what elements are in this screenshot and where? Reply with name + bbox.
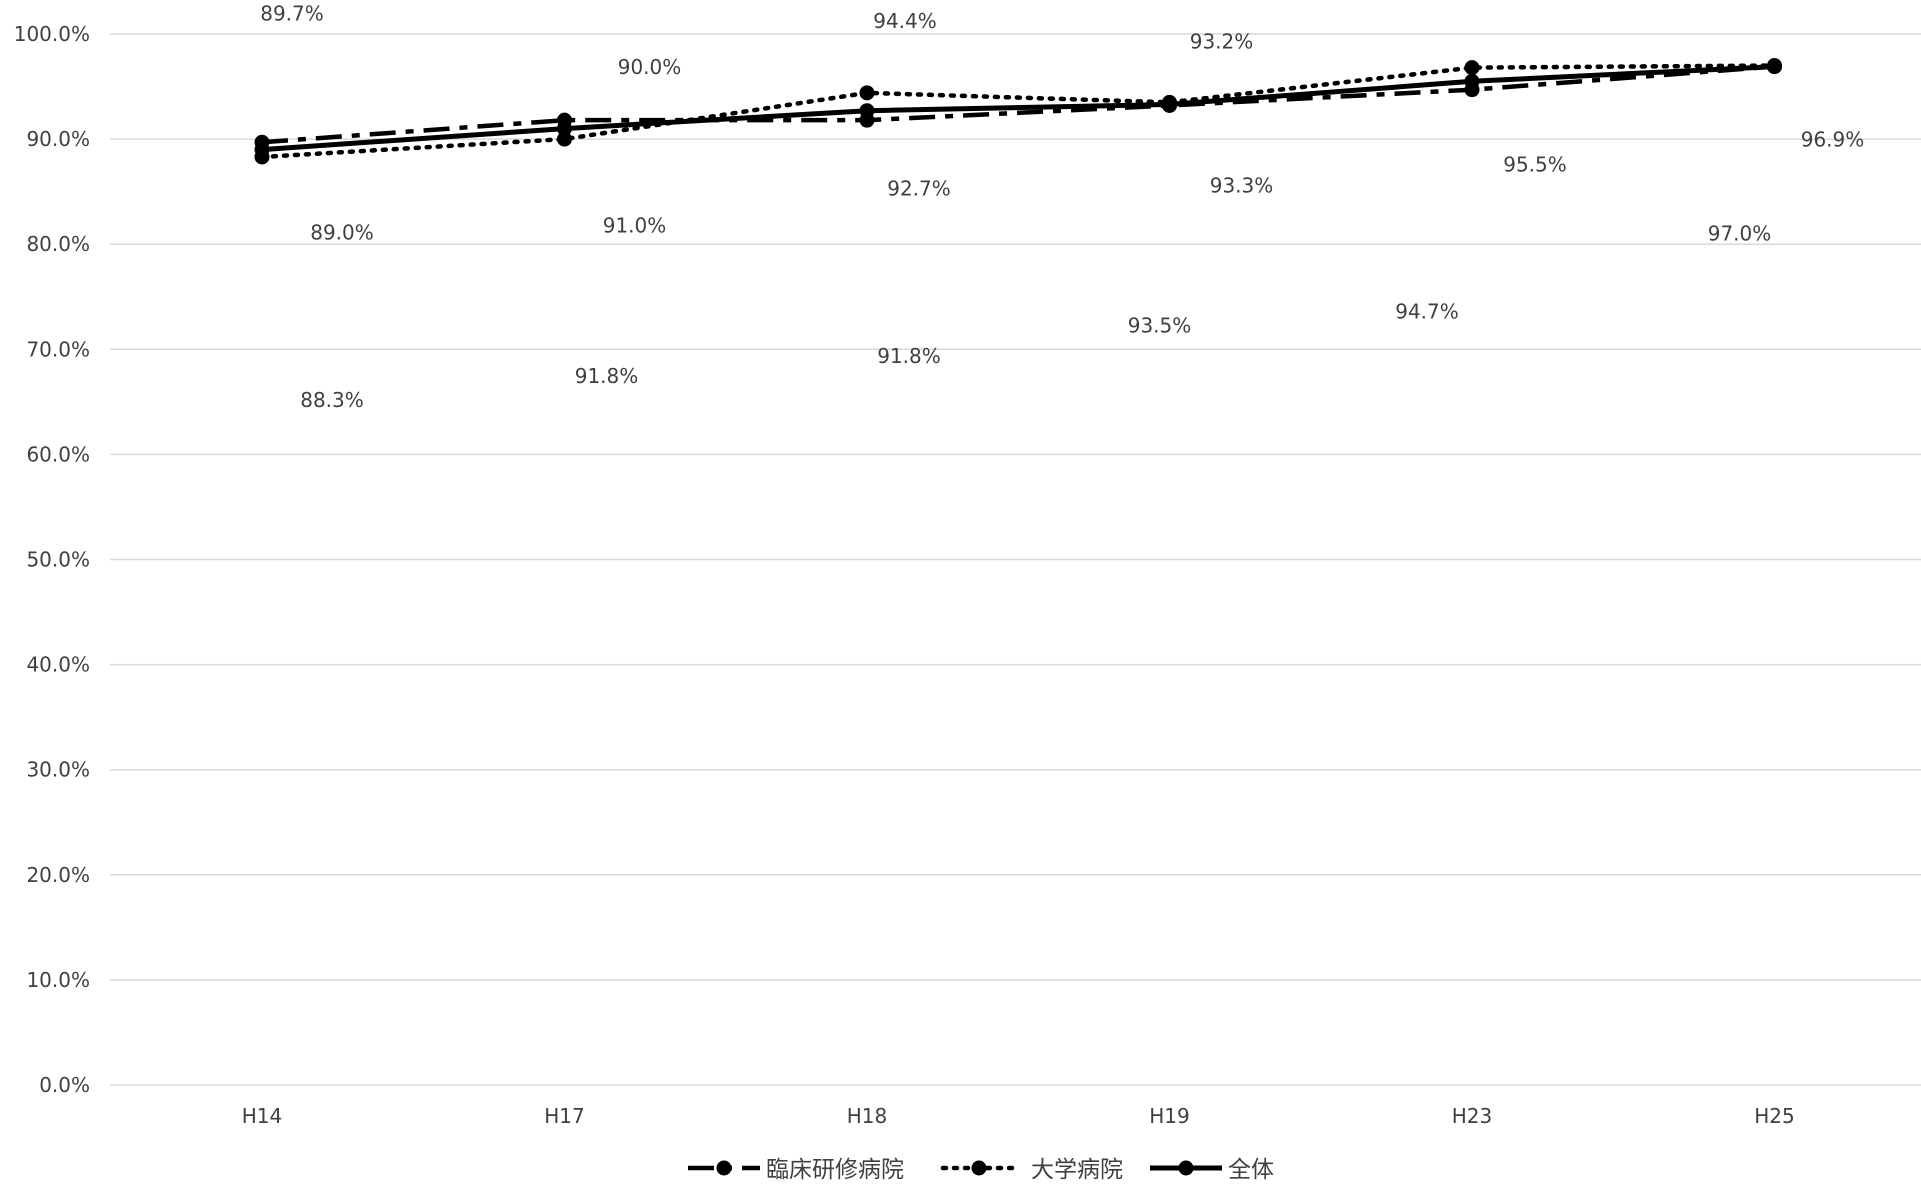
y-tick-label: 30.0% xyxy=(26,758,90,782)
x-tick-label: H14 xyxy=(242,1104,283,1128)
legend-swatch-marker xyxy=(971,1160,987,1176)
series-line-1 xyxy=(261,64,1775,145)
data-label: 93.3% xyxy=(1210,173,1274,197)
data-label: 90.0% xyxy=(618,55,682,79)
data-label: 92.7% xyxy=(887,177,951,201)
legend-label: 大学病院 xyxy=(1031,1157,1123,1183)
data-point xyxy=(1464,73,1480,89)
y-tick-label: 50.0% xyxy=(26,548,90,572)
series-line-3 xyxy=(261,64,1775,153)
series-line-2 xyxy=(259,63,1777,160)
y-tick-label: 20.0% xyxy=(26,863,90,887)
y-tick-label: 40.0% xyxy=(26,653,90,677)
data-point xyxy=(859,103,875,119)
data-point xyxy=(1767,59,1782,75)
x-tick-label: H23 xyxy=(1452,1104,1493,1128)
data-label: 93.2% xyxy=(1190,29,1254,53)
data-label: 95.5% xyxy=(1503,152,1567,176)
legend-label: 臨床研修病院 xyxy=(766,1157,904,1183)
legend-swatch-marker xyxy=(1178,1160,1194,1176)
data-label: 89.0% xyxy=(310,221,374,245)
data-label: 89.7% xyxy=(260,1,324,25)
x-tick-label: H17 xyxy=(544,1104,585,1128)
x-axis-ticks: H14 H17 H18 H19 H23 H25 xyxy=(242,1104,1795,1128)
data-label: 97.0% xyxy=(1708,222,1772,246)
y-axis-ticks: 0.0% 10.0% 20.0% 30.0% 40.0% 50.0% 60.0% 70.0% 8… xyxy=(14,22,90,1097)
legend-swatch-marker xyxy=(716,1160,732,1176)
y-tick-label: 90.0% xyxy=(26,127,90,151)
data-label: 94.4% xyxy=(873,9,937,33)
x-tick-label: H19 xyxy=(1149,1104,1190,1128)
legend-label: 全体 xyxy=(1228,1157,1274,1183)
data-label: 91.0% xyxy=(603,214,667,238)
data-point xyxy=(557,121,572,137)
y-tick-label: 70.0% xyxy=(26,337,90,361)
data-point xyxy=(1464,60,1480,76)
data-label: 96.9% xyxy=(1801,128,1865,152)
y-tick-label: 0.0% xyxy=(39,1073,90,1097)
data-point xyxy=(254,142,270,158)
y-tick-label: 100.0% xyxy=(14,22,90,46)
data-label: 91.8% xyxy=(575,364,639,388)
y-tick-label: 80.0% xyxy=(26,232,90,256)
data-label: 94.7% xyxy=(1395,300,1459,324)
data-label: 88.3% xyxy=(300,388,364,412)
data-labels: 89.7% 91.8% 91.8% 93.2% 94.7% 96.9% 88.3% 90.0%… xyxy=(260,1,1865,412)
legend: 臨床研修病院 大学病院 全体 xyxy=(688,1157,1274,1183)
data-point xyxy=(859,85,875,101)
x-tick-label: H18 xyxy=(847,1104,888,1128)
data-point xyxy=(1162,96,1177,112)
series-layer xyxy=(254,58,1782,165)
data-label: 91.8% xyxy=(877,344,941,368)
y-tick-label: 10.0% xyxy=(26,968,90,992)
grid-layer xyxy=(110,33,1921,1086)
data-point xyxy=(557,131,572,147)
x-tick-label: H25 xyxy=(1754,1104,1795,1128)
y-tick-label: 60.0% xyxy=(26,442,90,466)
data-label: 93.5% xyxy=(1128,313,1192,337)
